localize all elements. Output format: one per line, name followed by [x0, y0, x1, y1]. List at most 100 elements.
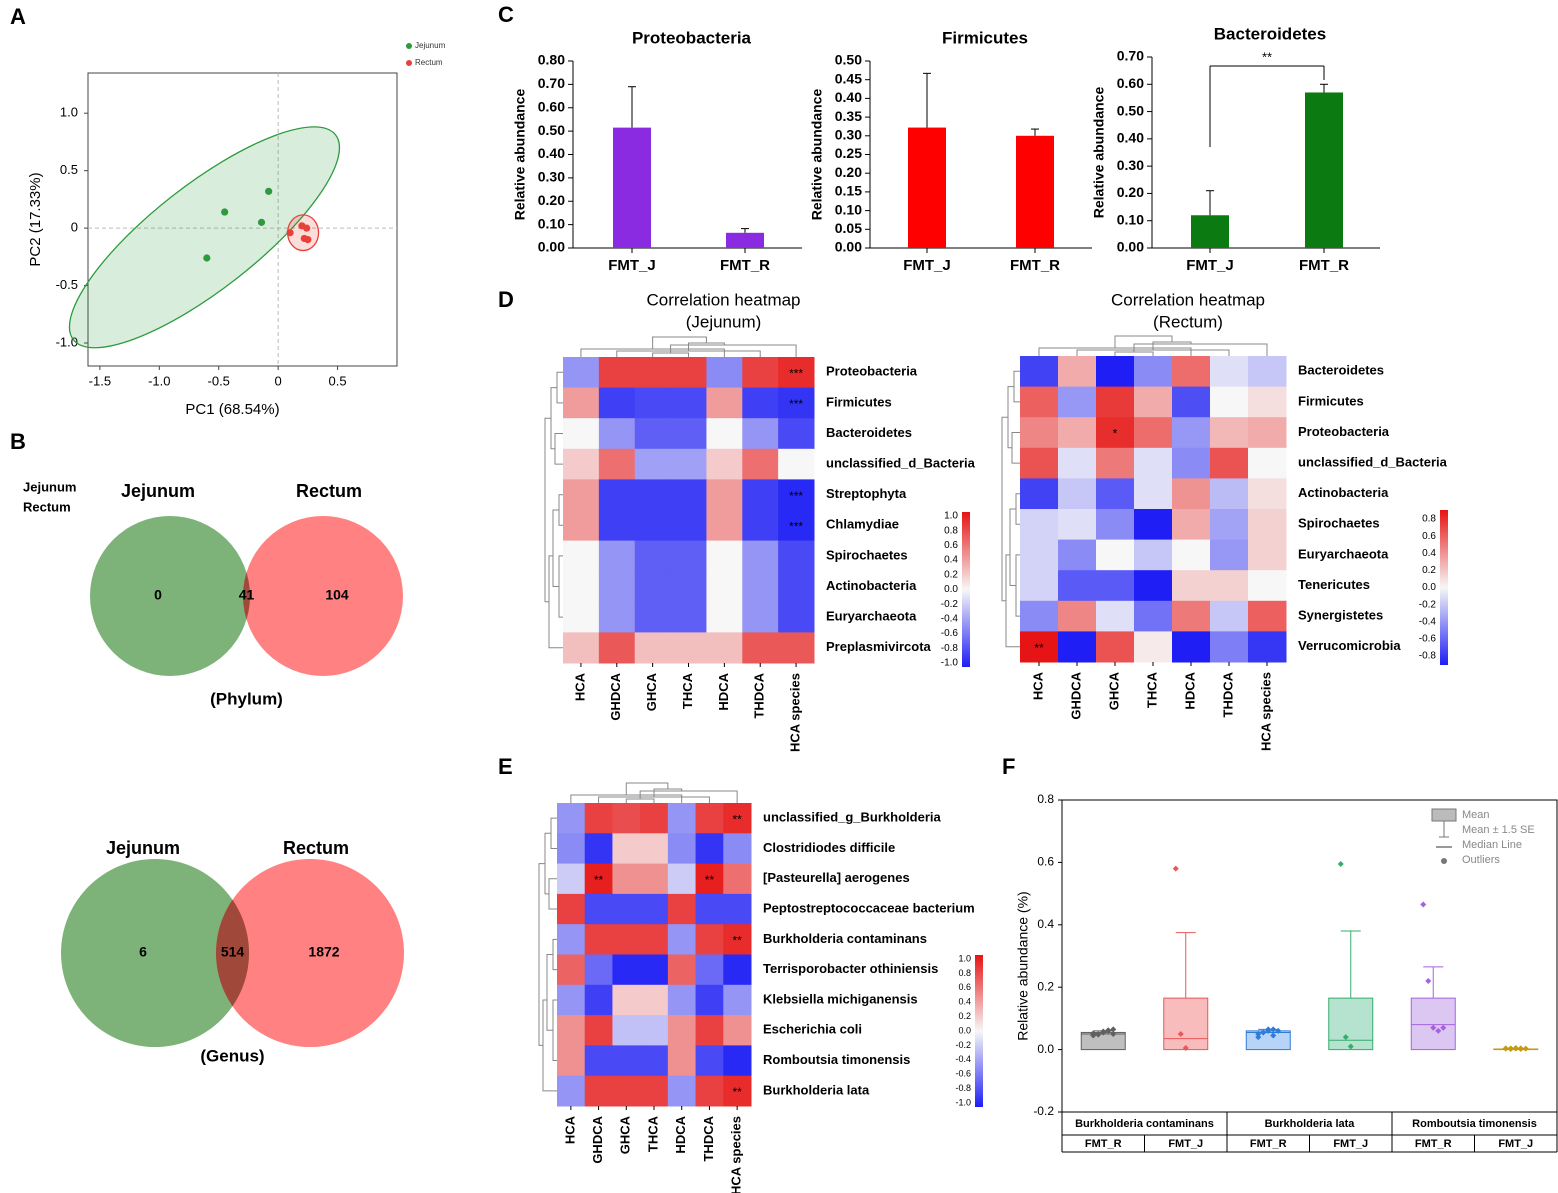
heatmap-cell — [563, 601, 600, 633]
y-tick-label: 0.10 — [1117, 211, 1144, 227]
data-point — [1502, 1045, 1509, 1052]
heatmap-cell — [634, 571, 672, 603]
row-label: Synergistetes — [1298, 608, 1383, 623]
heatmap-cell — [1020, 631, 1059, 663]
colorbar-tick-label: 0.6 — [944, 540, 958, 551]
heatmap-cell — [1134, 447, 1173, 479]
heatmap-cell — [778, 448, 815, 480]
y-tick-label: 0.30 — [1117, 157, 1144, 173]
heatmap-cell — [706, 540, 743, 572]
heatmap-cell — [557, 893, 586, 925]
heatmap-cell — [1020, 570, 1059, 602]
heatmap-cell — [557, 803, 586, 834]
heatmap-cell — [563, 540, 600, 572]
column-label: HDCA — [716, 672, 731, 710]
colorbar-tick-label: -0.2 — [1419, 599, 1437, 610]
y-tick-label: 0.50 — [1117, 102, 1144, 118]
data-point — [1342, 1034, 1349, 1041]
dendrogram-branch — [550, 387, 557, 450]
significance-star: *** — [789, 397, 803, 411]
heatmap-cell — [695, 1015, 724, 1046]
colorbar-tick-label: 0.8 — [1422, 514, 1436, 525]
venn-phylum: Jejunum Rectum 0 41 104 (Phylum) Jejunum Rectum — [23, 479, 403, 708]
y-tick-label: 1.0 — [60, 105, 78, 120]
heatmap-cell — [1096, 570, 1135, 602]
dendrogram-branch — [652, 336, 707, 349]
significance-star: *** — [789, 489, 803, 503]
heatmap-cell — [695, 954, 724, 986]
significance-star: ** — [732, 1085, 742, 1099]
dendrogram-branch — [554, 433, 563, 465]
y-tick-label: 0.70 — [1117, 48, 1144, 64]
heatmap-cell — [706, 418, 743, 450]
heatmap-cell — [723, 924, 752, 955]
heatmap-cell — [723, 984, 752, 1016]
dendrogram-branch — [653, 788, 683, 797]
heatmap-cell — [778, 571, 815, 603]
venn-caption: (Genus) — [200, 1046, 264, 1065]
heatmap-cell — [584, 1015, 613, 1046]
heatmap-cell — [667, 984, 697, 1016]
y-tick-label: 0.30 — [538, 169, 565, 185]
heatmap-cell — [723, 954, 752, 986]
row-label: Firmicutes — [1298, 393, 1364, 408]
data-point — [1522, 1045, 1529, 1052]
colorbar — [962, 512, 970, 667]
row-label: Spirochaetes — [1298, 516, 1380, 531]
venn-set-label: Rectum — [283, 838, 349, 858]
heatmap-cell — [1172, 539, 1211, 571]
heatmap-cell — [1248, 631, 1287, 663]
colorbar-tick-label: -0.4 — [1419, 616, 1437, 627]
dendrogram-branch — [552, 509, 559, 587]
heatmap-cell — [563, 418, 600, 450]
colorbar-tick-label: -0.6 — [1419, 634, 1437, 645]
y-tick-label: 0.6 — [1037, 855, 1054, 869]
legend-label: Median Line — [1462, 839, 1522, 851]
data-point — [1255, 1031, 1262, 1037]
heatmap-cell — [1020, 417, 1059, 449]
heatmap-cell — [640, 1075, 669, 1107]
heatmap-cell — [778, 540, 815, 572]
heatmap-cell — [557, 1045, 586, 1077]
dendrogram-branch — [550, 817, 557, 849]
heatmap-cell — [634, 357, 672, 389]
y-tick-label: 0.15 — [835, 183, 862, 199]
colorbar-tick-label: -0.4 — [955, 1054, 971, 1064]
legend-marker — [406, 43, 412, 49]
heatmap-cell — [670, 357, 707, 389]
row-label: Burkholderia contaminans — [763, 931, 927, 946]
heatmap-cell — [695, 803, 724, 834]
heatmap-cell — [723, 1015, 752, 1046]
dendrogram-branch — [1009, 508, 1016, 586]
heatmap-cell — [1020, 539, 1059, 571]
heatmap-cell — [612, 893, 641, 925]
heatmap-cell — [634, 479, 672, 511]
column-label: GHDCA — [1068, 671, 1083, 719]
heatmap-rectum: ***BacteroidetesFirmicutesProteobacteria… — [1001, 290, 1448, 751]
heatmap-cell — [563, 479, 600, 511]
heatmap-cell — [1058, 600, 1097, 632]
heatmap-cell — [706, 632, 743, 664]
data-point — [1512, 1045, 1519, 1052]
heatmap-cell — [584, 924, 613, 955]
data-point — [1425, 977, 1432, 984]
heatmap-cell — [670, 632, 707, 664]
x-tick-label: 0.5 — [329, 373, 347, 388]
category-label: FMT_J — [1168, 1138, 1203, 1150]
venn-set-label: Rectum — [296, 481, 362, 501]
dendrogram-branch — [625, 782, 669, 795]
dendrogram-branch — [1005, 554, 1020, 648]
y-tick-label: 0.0 — [1037, 1042, 1054, 1056]
column-label: GHCA — [618, 1115, 633, 1154]
venn-circle-rectum — [243, 516, 403, 676]
heatmap-cell — [557, 833, 586, 865]
heatmap-cell — [1134, 386, 1173, 418]
column-label: THDCA — [752, 672, 767, 718]
heatmap-cell — [1134, 631, 1173, 663]
dendrogram-branch — [544, 417, 551, 603]
heatmap-cell — [563, 632, 600, 664]
row-label: Romboutsia timonensis — [763, 1052, 910, 1067]
heatmap-cell — [1058, 447, 1097, 479]
colorbar-tick-label: -0.8 — [941, 643, 959, 654]
